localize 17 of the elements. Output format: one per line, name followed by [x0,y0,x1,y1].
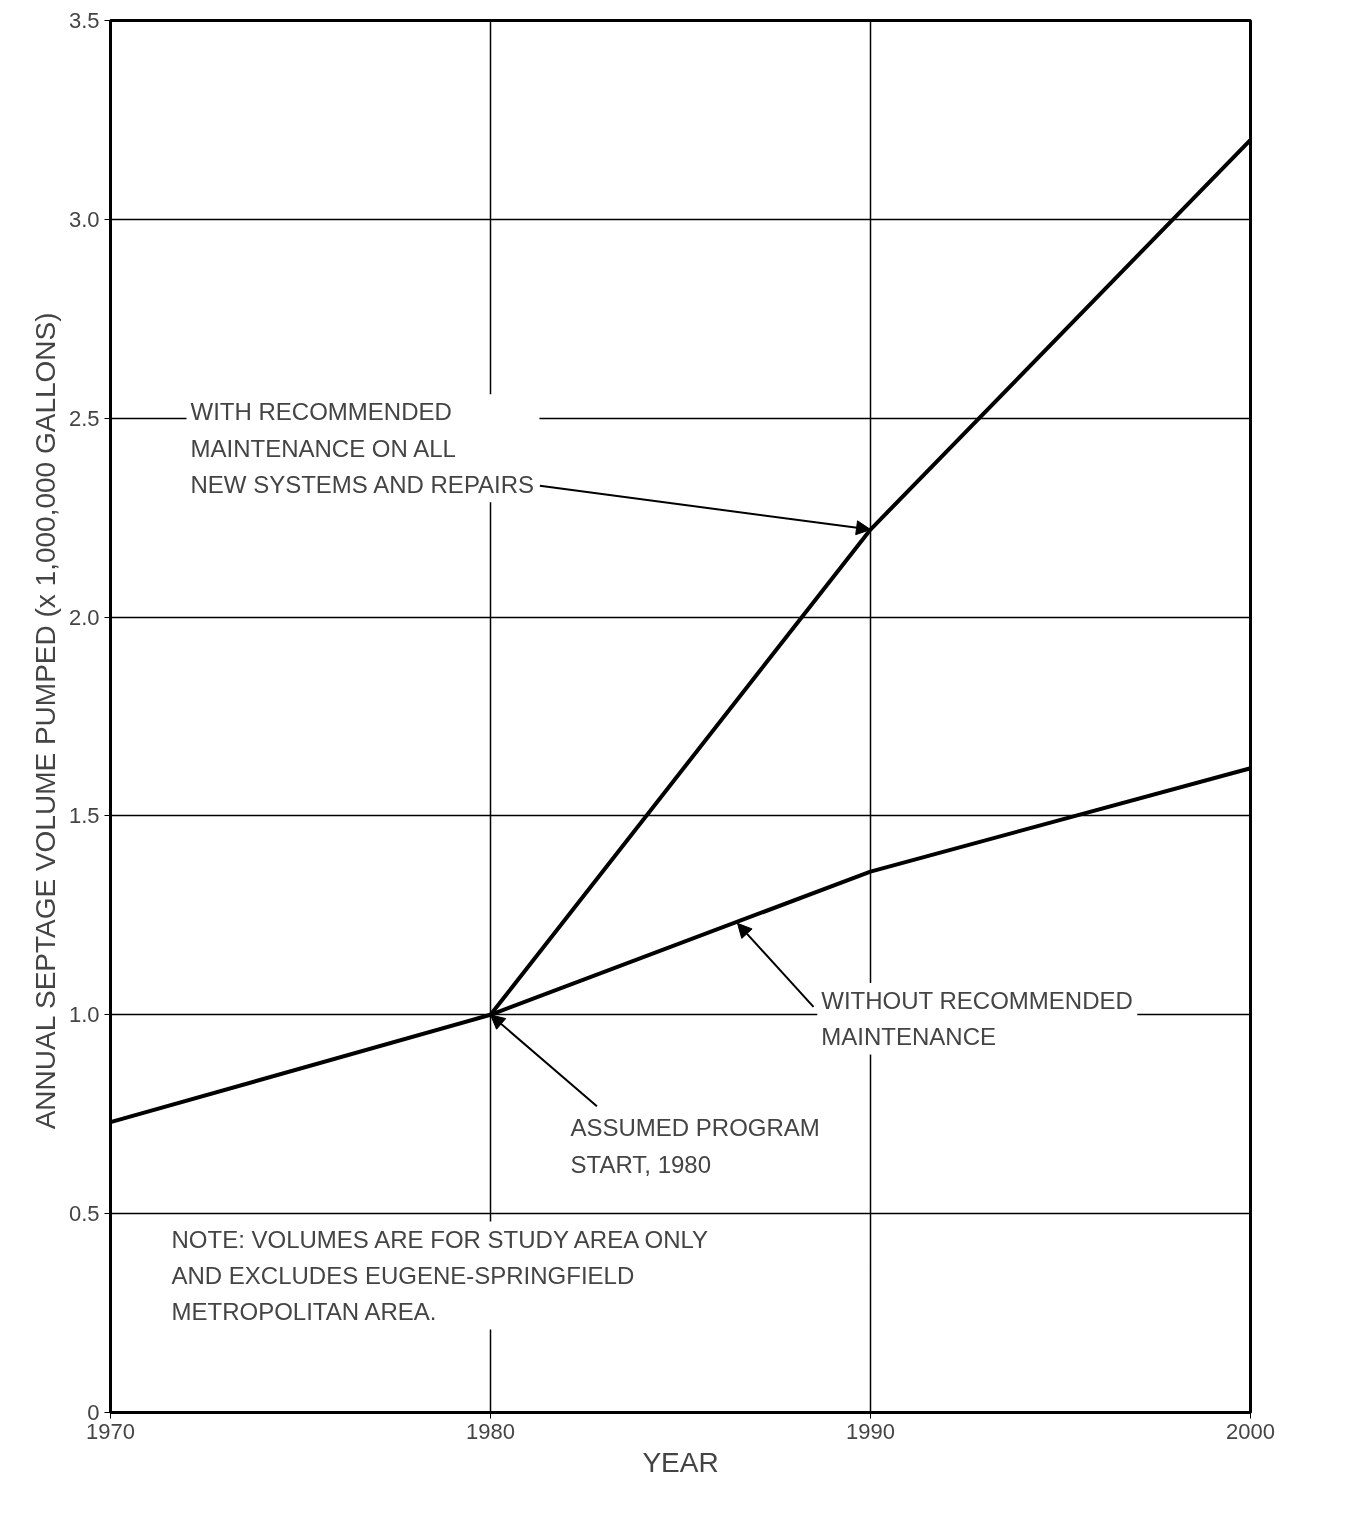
y-tick-label: 2.5 [68,405,100,431]
y-tick-label: 1.5 [68,803,100,829]
annotation: ASSUMED PROGRAM START, 1980 [570,1114,820,1178]
y-tick-label: 3.5 [68,8,100,33]
y-tick-label: 3.0 [68,206,100,232]
annotation: WITH RECOMMENDED MAINTENANCE ON ALL NEW SYSTEMS AND REPAIRS [190,398,535,499]
y-tick-label: 0 [87,1400,100,1425]
x-tick-label: 1980 [466,1418,515,1444]
y-tick-label: 1.0 [68,1002,100,1028]
y-tick-label: 2.0 [68,604,100,630]
x-tick-label: 2000 [1226,1418,1275,1444]
y-tick-label: 0.5 [68,1201,100,1227]
x-axis-title: YEAR [642,1446,719,1478]
annotation: WITHOUT RECOMMENDED MAINTENANCE [821,986,1133,1051]
annotation: NOTE: VOLUMES ARE FOR STUDY AREA ONLY AND EXCLUDES EUGENE-SPRINGFIELD METROPOLITAN AREA. [171,1225,709,1326]
x-tick-label: 1990 [846,1418,895,1444]
y-axis-title: ANNUAL SEPTAGE VOLUME PUMPED (x 1,000,000 GALLONS) [29,312,61,1130]
